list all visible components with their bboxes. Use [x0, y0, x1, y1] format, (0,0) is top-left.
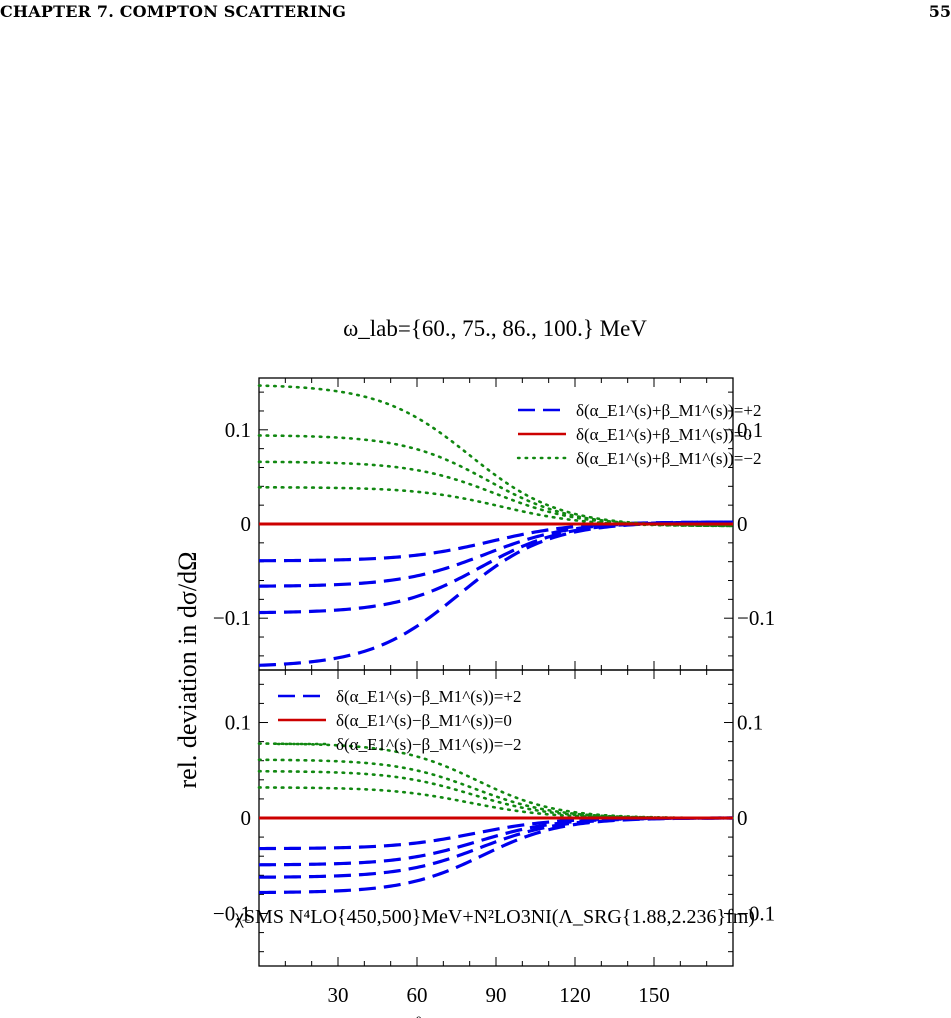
series-line-plus2-75 — [258, 816, 734, 867]
y-tick-label: −0.1 — [213, 901, 251, 925]
y-axis-label: rel. deviation in dσ/dΩ — [173, 552, 202, 789]
series-line-plus2-100 — [258, 520, 734, 667]
x-tick-label: 120 — [559, 983, 591, 1007]
series-line-plus2-60 — [258, 520, 733, 563]
series-line-minus2-75 — [257, 769, 735, 820]
legend-label: δ(α_E1^(s)−β_M1^(s))=0 — [336, 711, 512, 730]
y-tick-label-right: −0.1 — [737, 606, 775, 630]
series-line-plus2-75 — [258, 520, 734, 588]
y-tick-label-right: −0.1 — [737, 901, 775, 925]
y-tick-label: 0.1 — [225, 711, 251, 735]
x-tick-label: 30 — [328, 983, 349, 1007]
legend-label: δ(α_E1^(s)−β_M1^(s))=+2 — [336, 687, 521, 706]
y-tick-label-right: 0.1 — [737, 418, 763, 442]
y-tick-label-right: 0 — [737, 806, 748, 830]
y-tick-label: 0.1 — [225, 418, 251, 442]
x-axis-label: θ — [415, 1015, 422, 1018]
series-line-minus2-75 — [257, 460, 735, 528]
series-line-minus2-100 — [257, 384, 735, 528]
legend-label: δ(α_E1^(s)+β_M1^(s))=−2 — [576, 449, 761, 468]
page-header: CHAPTER 7. COMPTON SCATTERING 55 — [0, 0, 951, 40]
y-tick-label-right: 0 — [737, 512, 748, 536]
legend-bottom: δ(α_E1^(s)−β_M1^(s))=+2 δ(α_E1^(s)−β_M1^(… — [276, 687, 521, 754]
series-line-plus2-86 — [258, 816, 734, 879]
y-tick-label: 0 — [241, 512, 252, 536]
legend-label: δ(α_E1^(s)+β_M1^(s))=+2 — [576, 401, 761, 420]
x-tick-label: 60 — [407, 983, 428, 1007]
figure-title: ω_lab={60., 75., 86., 100.} MeV — [343, 316, 647, 341]
y-tick-label: 0 — [241, 806, 252, 830]
y-tick-label-right: 0.1 — [737, 711, 763, 735]
x-tick-label: 90 — [486, 983, 507, 1007]
panel-top: −0.1 −0.10 00.1 0.1δ(α_E1^(s)+β_M1^(s))=+2δ… — [213, 377, 775, 671]
series-line-minus2-100 — [257, 742, 735, 820]
model-label: χSMS N⁴LO{450,500}MeV+N²LO3NI(Λ_SRG{1.88… — [234, 906, 755, 928]
page-number: 55 — [928, 2, 951, 21]
legend-label: δ(α_E1^(s)−β_M1^(s))=−2 — [336, 735, 521, 754]
series-line-plus2-60 — [259, 816, 733, 851]
legend-label: δ(α_E1^(s)+β_M1^(s))=0 — [576, 425, 752, 444]
chapter-title: CHAPTER 7. COMPTON SCATTERING — [0, 2, 347, 21]
y-tick-label: −0.1 — [213, 606, 251, 630]
x-tick-label: 150 — [638, 983, 670, 1007]
panel-bottom: −0.1 −0.1 0 0 0.1 0.1 30 60 90 120 150 δ(α_E1^(s)−β… — [213, 669, 775, 1007]
series-line-minus2-60 — [257, 786, 735, 820]
series-line-minus2-60 — [257, 485, 735, 528]
legend-top: δ(α_E1^(s)+β_M1^(s))=+2 δ(α_E1^(s)+β_M1^(… — [516, 401, 761, 468]
